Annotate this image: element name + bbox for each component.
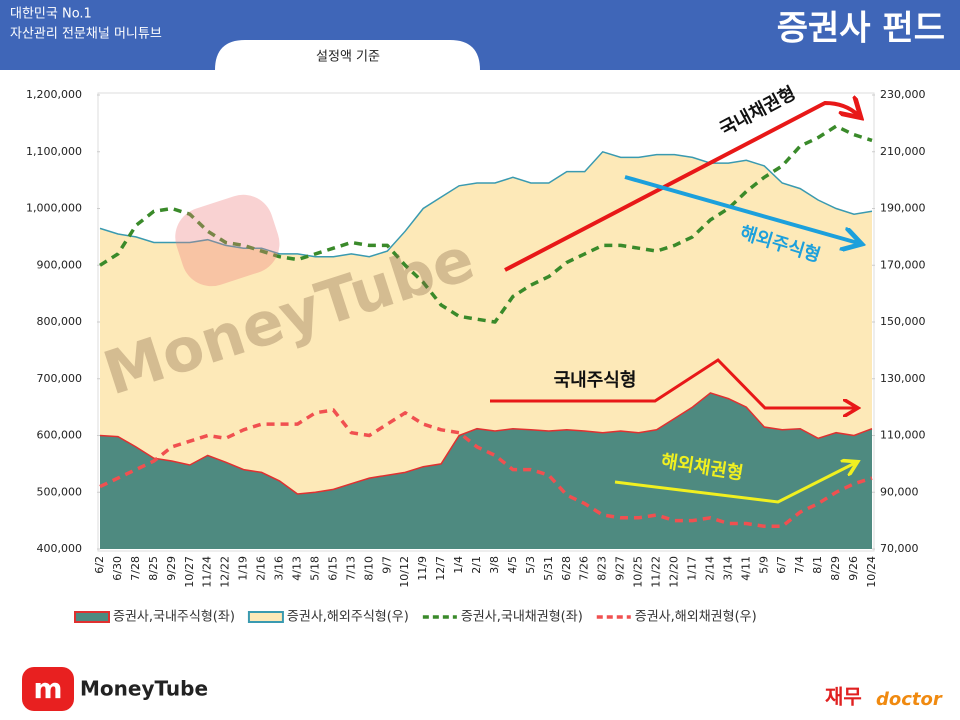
y2-tick-label: 150,000 (880, 315, 926, 328)
x-tick-label: 3/8 (488, 556, 501, 574)
watermark-logo (175, 194, 280, 287)
y-tick-label: 600,000 (37, 429, 83, 442)
area (100, 392, 872, 549)
x-tick-label: 1/19 (237, 556, 250, 581)
x-tick-label: 5/9 (757, 556, 770, 574)
y-tick-label: 500,000 (37, 485, 83, 498)
plot (97, 94, 875, 550)
x-tick-label: 3/14 (721, 556, 734, 581)
x-tick-label: 3/16 (273, 556, 286, 581)
y2-tick-label: 90,000 (880, 485, 919, 498)
legend-label: 증권사,해외주식형(우) (287, 610, 409, 625)
x-tick-label: 6/2 (93, 556, 106, 574)
x-tick-label: 2/14 (703, 556, 716, 581)
arrow (504, 103, 858, 272)
y2-tick-label: 190,000 (880, 202, 926, 215)
line (99, 124, 873, 324)
x-tick-label: 5/31 (542, 556, 555, 581)
y-tick-label: 800,000 (37, 315, 83, 328)
subtitle-tab (215, 40, 480, 70)
y2-tick-label: 130,000 (880, 372, 926, 385)
logo-text: 재무 (825, 685, 862, 709)
y2-tick-label: 210,000 (880, 145, 926, 158)
y-tick-label: 1,200,000 (26, 88, 82, 101)
page-title: 증권사 펀드 (777, 9, 945, 49)
x-tick-label: 8/10 (362, 556, 375, 581)
logo-mark (22, 667, 74, 711)
area-edge (99, 392, 873, 495)
subtitle: 설정액 기준 (316, 50, 380, 65)
arrow (624, 175, 858, 243)
x-tick-label: 9/7 (380, 556, 393, 574)
x-tick-label: 7/26 (578, 556, 591, 581)
legend-swatch (247, 611, 284, 623)
x-tick-label: 7/4 (793, 556, 806, 574)
header-band (0, 0, 960, 70)
y2-tick-label: 170,000 (880, 258, 926, 271)
x-tick-label: 1/17 (685, 556, 698, 581)
y-tick-label: 400,000 (37, 542, 83, 555)
x-tick-label: 10/12 (398, 556, 411, 588)
x-tick-label: 7/28 (129, 556, 142, 581)
x-tick-label: 12/22 (219, 556, 232, 588)
legend-label: 증권사,국내주식형(좌) (113, 610, 235, 625)
x-tick-label: 6/15 (326, 556, 339, 581)
x-tick-label: 12/7 (434, 556, 447, 581)
x-tick-label: 2/16 (255, 556, 268, 581)
x-tick-label: 10/24 (865, 556, 878, 588)
x-tick-label: 1/4 (452, 556, 465, 574)
x-tick-label: 11/22 (650, 556, 663, 588)
tagline: 자산관리 전문채널 머니튜브 (10, 27, 162, 42)
x-tick-label: 8/1 (811, 556, 824, 574)
x-tick-label: 6/7 (775, 556, 788, 574)
y-tick-label: 900,000 (37, 258, 83, 271)
x-tick-label: 8/29 (829, 556, 842, 581)
x-tick-label: 7/13 (344, 556, 357, 581)
arrow (490, 358, 855, 408)
x-tick-label: 6/28 (560, 556, 573, 581)
x-tick-label: 9/27 (614, 556, 627, 581)
line (99, 408, 873, 529)
legend-label: 증권사,해외채권형(우) (635, 610, 757, 625)
area-edge (99, 150, 873, 258)
y-tick-label: 1,100,000 (26, 145, 82, 158)
x-tick-label: 8/25 (147, 556, 160, 581)
x-tick-label: 4/11 (739, 556, 752, 581)
x-tick-label: 4/13 (290, 556, 303, 581)
x-tick-label: 11/9 (416, 556, 429, 581)
logo-text: doctor (876, 689, 943, 710)
x-tick-label: 5/18 (308, 556, 321, 581)
x-tick-label: 10/25 (632, 556, 645, 588)
y-tick-label: 1,000,000 (26, 202, 82, 215)
x-tick-label: 12/20 (668, 556, 681, 588)
annotation: 국내주식형 (554, 370, 637, 391)
x-tick-label: 9/29 (165, 556, 178, 581)
x-tick-label: 5/3 (524, 556, 537, 574)
x-tick-label: 6/30 (111, 556, 124, 581)
x-tick-label: 2/1 (470, 556, 483, 574)
arrow (614, 463, 855, 504)
y-tick-label: 700,000 (37, 372, 83, 385)
tagline: 대한민국 No.1 (10, 7, 92, 22)
x-tick-label: 4/5 (506, 556, 519, 574)
legend-swatch (74, 611, 110, 623)
y2-tick-label: 70,000 (880, 542, 919, 555)
legend: 증권사,국내주식형(좌) 증권사,해외주식형(우) 증권사,국내채권형(좌) 증권사,… (74, 610, 757, 625)
x-tick-label: 9/26 (847, 556, 860, 581)
x-tick-label: 10/27 (183, 556, 196, 588)
y2-tick-label: 110,000 (880, 429, 926, 442)
logo-m: m (33, 672, 62, 705)
y2-tick-label: 230,000 (880, 88, 926, 101)
x-tick-label: 11/24 (201, 556, 214, 588)
logo-text: MoneyTube (80, 677, 208, 701)
x-tick-label: 8/23 (596, 556, 609, 581)
legend-label: 증권사,국내채권형(좌) (461, 610, 583, 625)
